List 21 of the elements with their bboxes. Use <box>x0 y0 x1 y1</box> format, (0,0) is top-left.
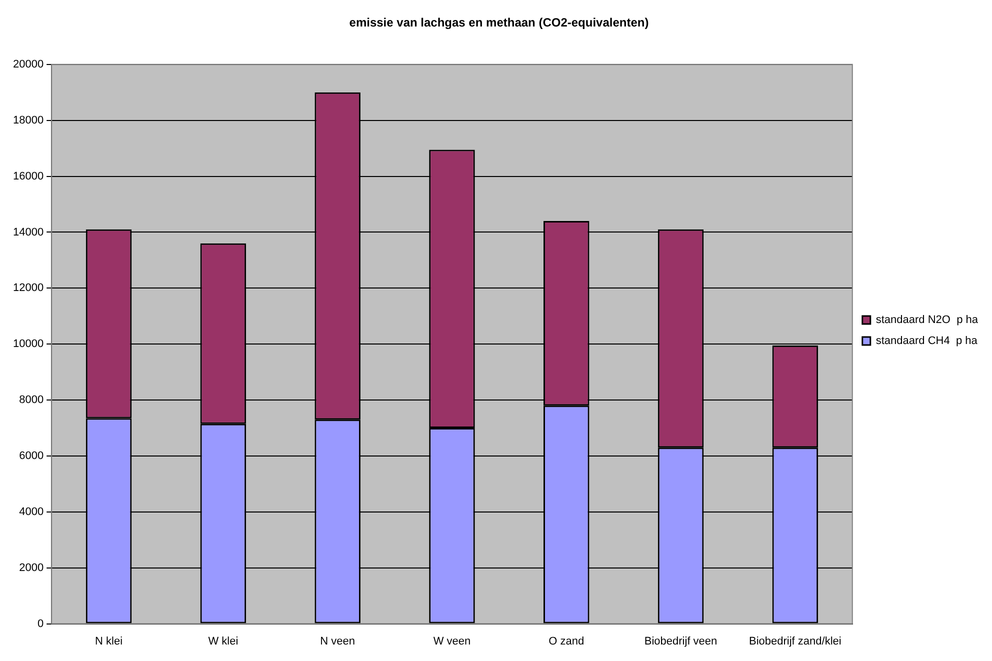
x-tick-label: Biobedrijf zand/klei <box>749 635 842 648</box>
y-tick-label: 0 <box>37 618 44 630</box>
chart-title: emissie van lachgas en methaan (CO2-equivalenten) <box>349 16 649 30</box>
y-tick-label: 12000 <box>12 282 44 294</box>
y-tick-label: 18000 <box>12 114 44 126</box>
y-tick-label: 2000 <box>19 562 44 574</box>
y-tick-label: 10000 <box>12 338 44 350</box>
x-tick-label: W klei <box>208 635 238 648</box>
y-tick-label: 16000 <box>12 170 44 182</box>
x-tick-label: N klei <box>95 635 123 648</box>
x-tick-label: O zand <box>548 635 584 648</box>
legend-label: standaard N2O p ha <box>876 314 979 326</box>
x-tick-label: Biobedrijf veen <box>644 635 718 648</box>
y-tick-label: 14000 <box>12 226 44 238</box>
y-tick-label: 6000 <box>19 450 44 462</box>
x-tick-label: W veen <box>433 635 471 648</box>
x-tick-label: N veen <box>320 635 356 648</box>
legend-label: standaard CH4 p ha <box>876 335 978 348</box>
y-tick-label: 20000 <box>12 58 44 70</box>
y-tick-label: 8000 <box>19 394 44 406</box>
y-tick-label: 4000 <box>19 506 44 518</box>
